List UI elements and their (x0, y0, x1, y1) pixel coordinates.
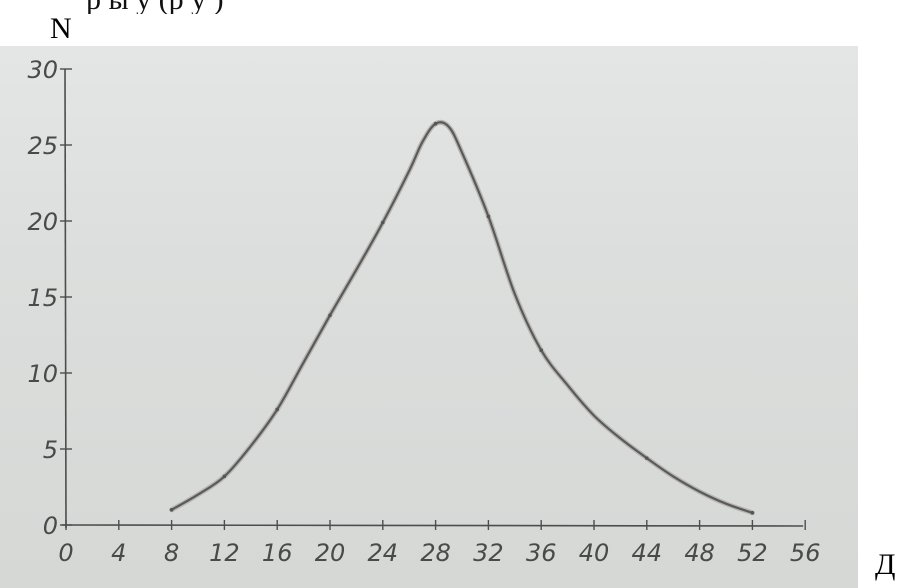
x-tick-label: 16 (262, 539, 293, 567)
cropped-header-text: р ы у (р у ) (0, 0, 902, 14)
x-tick-label: 52 (737, 539, 768, 567)
markers-layer (169, 121, 755, 515)
y-tick-label: 30 (27, 56, 58, 84)
x-tick-label: 44 (632, 539, 663, 567)
data-point (275, 407, 280, 412)
x-tick-label: 24 (368, 539, 399, 567)
y-tick-label: 10 (27, 360, 58, 388)
data-point (539, 348, 543, 353)
data-point (222, 474, 227, 479)
x-tick-label: 56 (790, 539, 821, 567)
axes (61, 68, 804, 529)
data-point (381, 220, 385, 225)
x-tick-label: 32 (473, 539, 504, 567)
x-tick-label: 20 (315, 539, 346, 567)
x-axis-title: Д (875, 548, 896, 581)
x-axis-line (61, 524, 804, 527)
y-axis-title: N (50, 12, 72, 45)
y-tick-label: 15 (27, 284, 58, 312)
x-tick-label: 36 (526, 539, 557, 567)
y-tick-label: 5 (43, 436, 58, 464)
data-point (169, 508, 174, 512)
series-layer (169, 119, 755, 516)
y-tick-label: 0 (43, 512, 58, 540)
data-point (486, 214, 491, 219)
cropped-header-line: р ы у (р у ) (86, 0, 224, 14)
y-axis-line (64, 68, 67, 529)
data-point (750, 511, 755, 515)
x-tick-label: 48 (684, 539, 715, 567)
x-tick-label: 40 (579, 539, 610, 567)
y-tick-label: 20 (27, 208, 58, 236)
series-line-shadow (169, 119, 755, 516)
series-line (170, 121, 754, 514)
data-point (328, 313, 332, 318)
x-tick-label: 8 (164, 539, 179, 567)
data-point (645, 456, 649, 460)
x-tick-label: 0 (58, 539, 73, 567)
x-tick-label: 12 (209, 539, 240, 567)
x-tick-label: 28 (420, 539, 451, 567)
data-point (433, 121, 438, 126)
x-tick-label: 4 (111, 539, 126, 567)
y-tick-label: 25 (27, 132, 58, 160)
